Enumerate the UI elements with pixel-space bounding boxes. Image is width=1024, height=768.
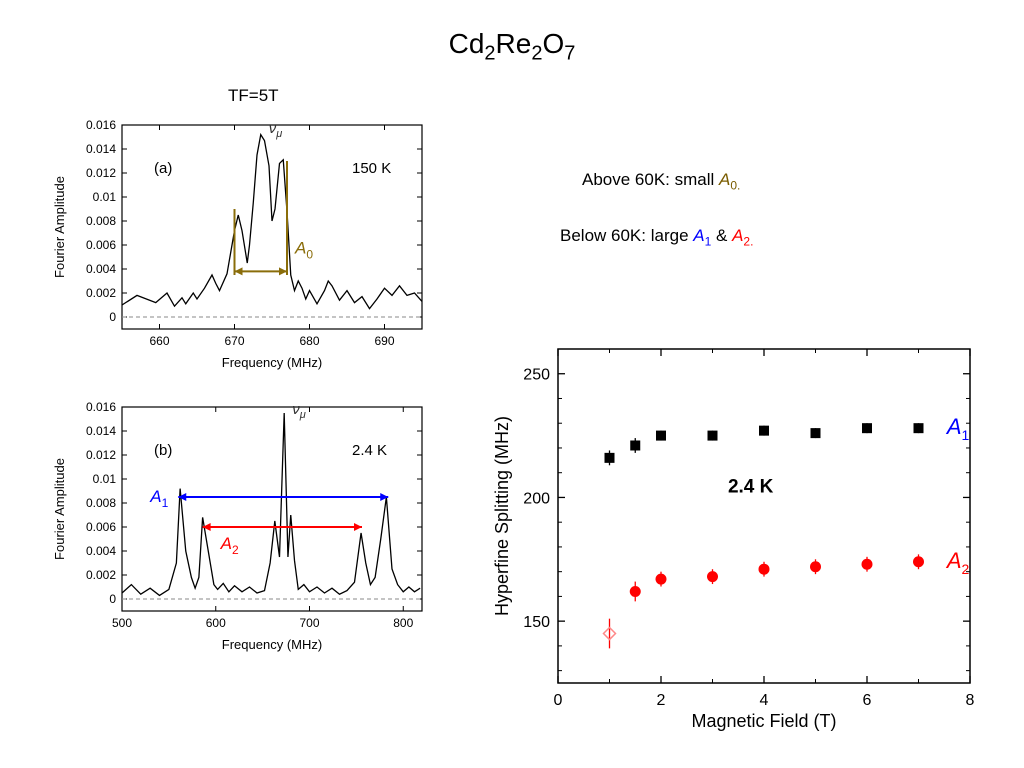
svg-text:670: 670 xyxy=(224,334,244,348)
svg-text:Magnetic Field (T): Magnetic Field (T) xyxy=(691,711,836,731)
svg-text:A2: A2 xyxy=(220,534,239,557)
svg-text:Fourier Amplitude: Fourier Amplitude xyxy=(52,176,67,278)
svg-text:0.01: 0.01 xyxy=(93,190,117,204)
text-below-60k: Below 60K: large A1 & A2. xyxy=(560,226,753,248)
svg-text:0.012: 0.012 xyxy=(86,166,116,180)
svg-text:0.008: 0.008 xyxy=(86,496,116,510)
svg-text:500: 500 xyxy=(112,616,132,630)
chart-a-svg: 0 0.002 0.004 0.006 0.008 0.01 0.012 0.014 0.016… xyxy=(50,115,440,377)
chart-a-container: 0 0.002 0.004 0.006 0.008 0.01 0.012 0.014 0.016… xyxy=(50,115,440,377)
svg-text:2.4 K: 2.4 K xyxy=(728,476,774,497)
svg-text:8: 8 xyxy=(966,692,975,709)
svg-text:690: 690 xyxy=(374,334,394,348)
svg-text:150: 150 xyxy=(523,614,550,631)
svg-text:250: 250 xyxy=(523,367,550,384)
amp-text: & xyxy=(711,226,732,245)
svg-text:2.4 K: 2.4 K xyxy=(352,442,387,459)
text-above-prefix: Above 60K: small xyxy=(582,170,719,189)
svg-text:(b): (b) xyxy=(154,442,172,459)
svg-text:0.012: 0.012 xyxy=(86,448,116,462)
a2-symbol: A2. xyxy=(732,226,753,245)
svg-text:0.014: 0.014 xyxy=(86,424,116,438)
svg-text:800: 800 xyxy=(393,616,413,630)
svg-text:0.016: 0.016 xyxy=(86,118,116,132)
svg-text:Frequency (MHz): Frequency (MHz) xyxy=(222,637,322,652)
svg-text:A1: A1 xyxy=(149,487,168,510)
svg-text:0.004: 0.004 xyxy=(86,544,116,558)
svg-text:0: 0 xyxy=(109,592,116,606)
svg-text:0: 0 xyxy=(554,692,563,709)
chart-b-container: 0 0.002 0.004 0.006 0.008 0.01 0.012 0.014 0.016… xyxy=(50,397,440,659)
svg-text:νμ: νμ xyxy=(269,120,283,140)
chart-b-svg: 0 0.002 0.004 0.006 0.008 0.01 0.012 0.014 0.016… xyxy=(50,397,440,659)
svg-text:νμ: νμ xyxy=(292,401,306,421)
svg-text:A0: A0 xyxy=(294,238,313,261)
tf-label: TF=5T xyxy=(228,86,279,106)
svg-text:150 K: 150 K xyxy=(352,160,391,177)
a0-symbol: A0. xyxy=(719,170,740,189)
svg-text:6: 6 xyxy=(863,692,872,709)
svg-text:660: 660 xyxy=(149,334,169,348)
svg-text:4: 4 xyxy=(760,692,769,709)
svg-text:A1: A1 xyxy=(945,414,970,443)
svg-text:0.002: 0.002 xyxy=(86,286,116,300)
svg-text:2: 2 xyxy=(657,692,666,709)
text-below-prefix: Below 60K: large xyxy=(560,226,693,245)
page-title: Cd2Re2O7 xyxy=(0,28,1024,66)
svg-text:Frequency (MHz): Frequency (MHz) xyxy=(222,355,322,370)
svg-text:0: 0 xyxy=(109,310,116,324)
svg-text:0.014: 0.014 xyxy=(86,142,116,156)
a1-symbol: A1 xyxy=(693,226,711,245)
svg-text:0.016: 0.016 xyxy=(86,400,116,414)
svg-text:700: 700 xyxy=(299,616,319,630)
svg-text:0.002: 0.002 xyxy=(86,568,116,582)
svg-text:0.004: 0.004 xyxy=(86,262,116,276)
svg-text:0.01: 0.01 xyxy=(93,472,117,486)
svg-text:0.006: 0.006 xyxy=(86,238,116,252)
svg-text:200: 200 xyxy=(523,490,550,507)
svg-text:0.008: 0.008 xyxy=(86,214,116,228)
svg-text:Hyperfine Splitting (MHz): Hyperfine Splitting (MHz) xyxy=(492,416,512,616)
chart-c-svg: 0 2 4 6 8 150 200 250 Hyperfine Splitting (MHz) M… xyxy=(488,335,988,735)
chart-c-container: 0 2 4 6 8 150 200 250 Hyperfine Splitting (MHz) M… xyxy=(488,335,988,735)
svg-text:680: 680 xyxy=(299,334,319,348)
svg-text:(a): (a) xyxy=(154,160,172,177)
svg-text:Fourier Amplitude: Fourier Amplitude xyxy=(52,458,67,560)
svg-text:A2: A2 xyxy=(945,548,970,577)
svg-text:600: 600 xyxy=(206,616,226,630)
text-above-60k: Above 60K: small A0. xyxy=(582,170,740,192)
svg-text:0.006: 0.006 xyxy=(86,520,116,534)
